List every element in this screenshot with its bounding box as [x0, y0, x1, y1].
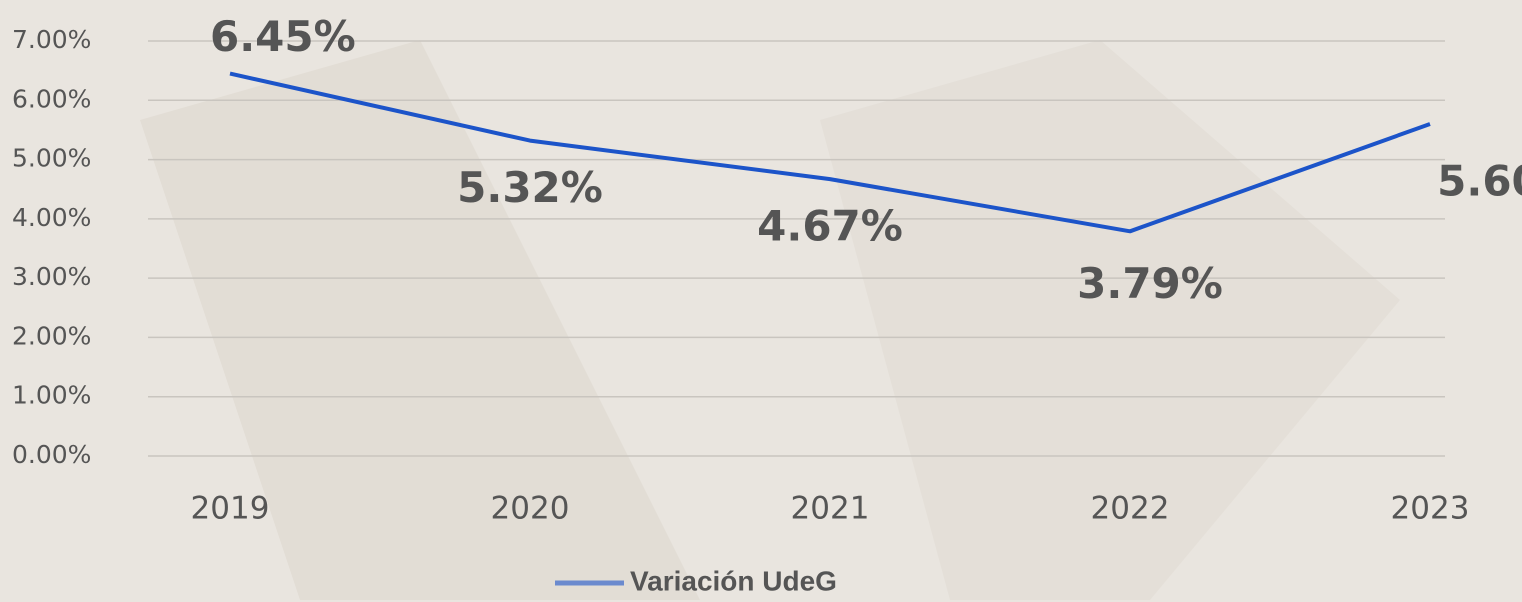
x-tick-label: 2020	[491, 491, 570, 527]
y-tick-label: 0.00%	[12, 440, 91, 469]
line	[229, 71, 1431, 234]
y-tick-label: 3.00%	[12, 262, 91, 291]
data-label: 6.45%	[210, 12, 356, 61]
background-shape	[140, 40, 700, 600]
y-tick-label: 1.00%	[12, 381, 91, 410]
y-tick-label: 7.00%	[12, 25, 91, 54]
data-label: 5.60%	[1437, 157, 1522, 206]
y-tick-label: 2.00%	[12, 321, 91, 350]
y-tick-label: 5.00%	[12, 144, 91, 173]
legend-label: Variación UdeG	[630, 565, 837, 596]
x-tick-label: 2019	[191, 491, 270, 527]
data-label: 5.32%	[457, 163, 603, 212]
data-label: 4.67%	[757, 202, 903, 251]
y-tick-label: 4.00%	[12, 203, 91, 232]
x-tick-label: 2022	[1091, 491, 1170, 527]
background-shape	[820, 40, 1400, 600]
x-tick-label: 2021	[791, 491, 870, 527]
x-tick-label: 2023	[1391, 491, 1470, 527]
y-tick-label: 6.00%	[12, 84, 91, 113]
data-label: 3.79%	[1077, 259, 1223, 308]
